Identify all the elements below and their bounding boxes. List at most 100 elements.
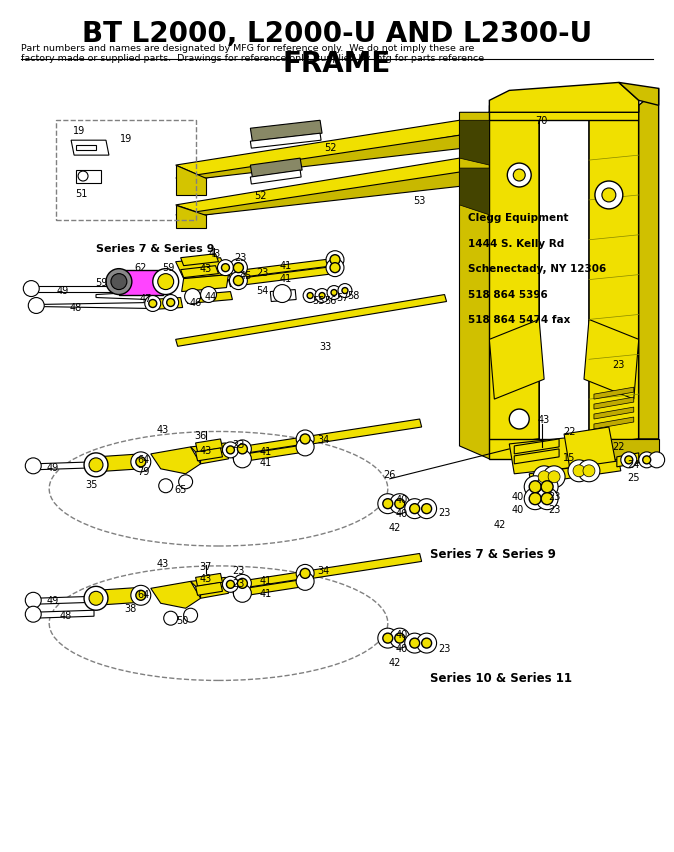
Text: BT L2000, L2000-U AND L2300-U: BT L2000, L2000-U AND L2300-U <box>82 20 592 48</box>
Text: 56: 56 <box>324 295 336 305</box>
Ellipse shape <box>26 607 41 623</box>
Ellipse shape <box>26 458 41 475</box>
Ellipse shape <box>300 569 310 579</box>
Polygon shape <box>310 419 422 445</box>
Ellipse shape <box>583 465 595 477</box>
Polygon shape <box>195 448 222 461</box>
Ellipse shape <box>229 259 247 277</box>
Ellipse shape <box>625 457 633 464</box>
Ellipse shape <box>404 633 425 653</box>
Text: 64: 64 <box>137 590 150 600</box>
Ellipse shape <box>510 410 529 429</box>
Text: 49: 49 <box>47 463 59 472</box>
Text: 34: 34 <box>317 566 329 576</box>
Text: 64: 64 <box>137 454 150 464</box>
Polygon shape <box>96 588 141 606</box>
Ellipse shape <box>390 629 410 648</box>
Polygon shape <box>176 205 206 228</box>
Ellipse shape <box>296 430 314 448</box>
Text: 55: 55 <box>312 295 324 305</box>
Polygon shape <box>31 286 116 292</box>
Polygon shape <box>119 270 162 295</box>
Text: 59: 59 <box>95 277 107 287</box>
Text: 37: 37 <box>200 561 212 572</box>
Polygon shape <box>514 440 559 454</box>
Polygon shape <box>228 267 342 287</box>
Polygon shape <box>250 121 322 142</box>
Ellipse shape <box>183 608 197 623</box>
Polygon shape <box>36 303 151 309</box>
Text: 23: 23 <box>438 507 451 517</box>
Polygon shape <box>176 121 489 179</box>
Polygon shape <box>96 292 149 300</box>
Polygon shape <box>460 113 489 459</box>
Polygon shape <box>191 443 228 458</box>
Polygon shape <box>619 83 658 106</box>
Text: 41: 41 <box>259 576 272 585</box>
Text: 43: 43 <box>156 424 169 435</box>
Ellipse shape <box>410 504 420 514</box>
Ellipse shape <box>602 189 616 203</box>
Text: FRAME: FRAME <box>283 49 391 78</box>
Polygon shape <box>201 452 228 464</box>
Text: Series 10 & Series 11: Series 10 & Series 11 <box>429 671 572 685</box>
Polygon shape <box>594 388 634 400</box>
Ellipse shape <box>237 445 247 454</box>
Ellipse shape <box>643 457 650 464</box>
Text: 42: 42 <box>493 519 506 529</box>
Polygon shape <box>639 89 658 440</box>
Ellipse shape <box>533 466 555 488</box>
Ellipse shape <box>422 638 431 648</box>
Ellipse shape <box>111 274 127 291</box>
Ellipse shape <box>222 264 229 273</box>
Polygon shape <box>233 571 312 590</box>
Ellipse shape <box>185 289 201 305</box>
Polygon shape <box>460 169 489 216</box>
Polygon shape <box>201 585 228 599</box>
Text: 44: 44 <box>204 291 216 302</box>
Polygon shape <box>181 275 228 292</box>
Polygon shape <box>250 134 321 149</box>
Ellipse shape <box>404 499 425 519</box>
Text: 40: 40 <box>396 630 408 639</box>
Text: Clegg Equipment: Clegg Equipment <box>468 213 568 223</box>
Polygon shape <box>71 141 109 156</box>
Text: 40: 40 <box>511 504 524 514</box>
Ellipse shape <box>537 488 558 510</box>
Text: 33: 33 <box>319 342 331 352</box>
Ellipse shape <box>106 269 132 295</box>
Polygon shape <box>564 428 617 476</box>
Polygon shape <box>176 136 489 179</box>
Polygon shape <box>594 417 634 429</box>
Polygon shape <box>151 582 201 608</box>
Ellipse shape <box>131 452 151 472</box>
Ellipse shape <box>338 285 352 298</box>
Text: 59: 59 <box>162 262 175 273</box>
Polygon shape <box>195 583 222 596</box>
Ellipse shape <box>28 298 44 314</box>
Ellipse shape <box>233 440 251 458</box>
Ellipse shape <box>201 287 216 303</box>
Text: 15: 15 <box>563 452 575 463</box>
Polygon shape <box>233 579 312 597</box>
Polygon shape <box>195 440 222 452</box>
Ellipse shape <box>524 488 546 510</box>
Ellipse shape <box>326 251 344 269</box>
Text: 35: 35 <box>85 479 97 489</box>
Ellipse shape <box>89 458 103 472</box>
Ellipse shape <box>303 289 317 303</box>
Polygon shape <box>594 407 634 419</box>
Text: 45: 45 <box>239 270 251 280</box>
Text: 48: 48 <box>60 611 72 620</box>
Text: 41: 41 <box>259 589 272 599</box>
Polygon shape <box>489 440 639 459</box>
Text: 70: 70 <box>535 116 547 126</box>
Polygon shape <box>96 454 141 472</box>
Ellipse shape <box>300 435 310 445</box>
Ellipse shape <box>383 499 393 509</box>
Ellipse shape <box>578 460 600 482</box>
Polygon shape <box>181 267 218 279</box>
Ellipse shape <box>149 300 157 308</box>
Ellipse shape <box>417 499 437 519</box>
Ellipse shape <box>233 451 251 469</box>
